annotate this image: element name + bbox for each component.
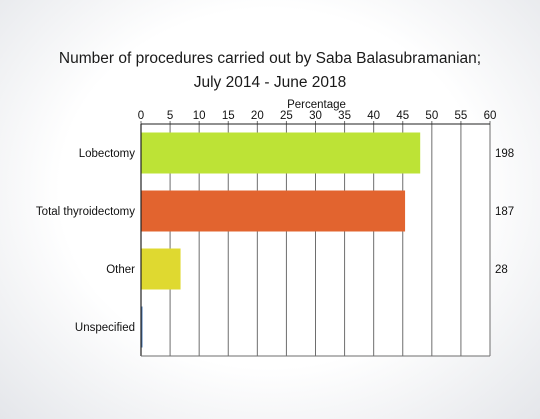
x-tick-label: 30	[309, 110, 322, 122]
x-tick-label: 60	[484, 110, 497, 122]
category-label: Other	[106, 264, 135, 276]
x-tick-label: 40	[367, 110, 380, 122]
x-tick-label: 25	[280, 110, 293, 122]
category-label: Lobectomy	[79, 148, 136, 160]
chart-title: Number of procedures carried out by Saba…	[58, 50, 482, 67]
x-tick-label: 0	[138, 110, 144, 122]
category-label: Unspecified	[75, 322, 135, 334]
x-tick-label: 20	[251, 110, 264, 122]
bar	[141, 132, 421, 174]
x-tick-label: 5	[167, 110, 173, 122]
count-label: 198	[495, 148, 514, 160]
count-label: 28	[495, 264, 508, 276]
x-tick-label: 45	[396, 110, 409, 122]
x-tick-label: 10	[193, 110, 206, 122]
chart-subtitle: July 2014 - June 2018	[193, 74, 347, 91]
category-label: Total thyroidectomy	[36, 206, 135, 218]
x-axis-label: Percentage	[287, 99, 346, 111]
x-tick-label: 50	[425, 110, 438, 122]
bar	[141, 248, 181, 290]
bar	[141, 306, 143, 348]
x-tick-label: 55	[455, 110, 468, 122]
count-label: 187	[495, 206, 514, 218]
x-tick-label: 15	[222, 110, 235, 122]
bar	[141, 190, 406, 232]
x-tick-label: 35	[338, 110, 351, 122]
